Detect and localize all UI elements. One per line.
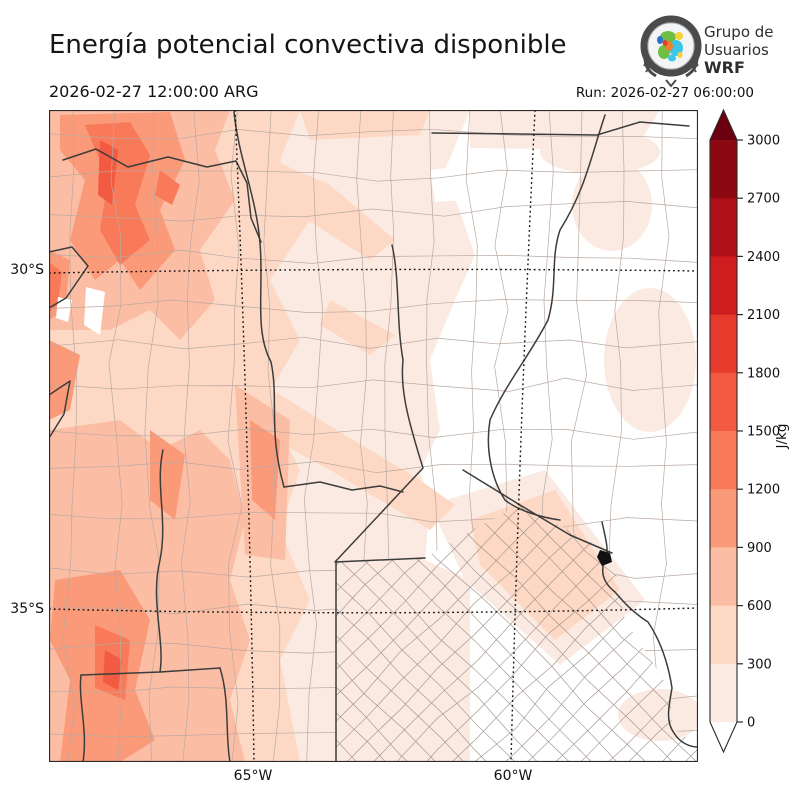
svg-text:0: 0	[747, 716, 755, 731]
svg-text:2100: 2100	[747, 308, 780, 323]
colorbar-segments	[710, 140, 737, 723]
colorbar-unit-label: J/kg	[774, 424, 790, 450]
map-frame	[49, 110, 698, 762]
svg-text:3000: 3000	[747, 134, 780, 149]
gridline-35s	[49, 607, 698, 614]
svg-text:Usuarios: Usuarios	[704, 41, 769, 59]
logo-globe-blobs	[657, 31, 683, 62]
gridline-60w	[510, 110, 536, 762]
valid-time-label: 2026-02-27 12:00:00 ARG	[49, 82, 259, 101]
lon-tick-65w: 65°W	[233, 768, 273, 784]
graticule-lines	[49, 110, 698, 762]
svg-text:1200: 1200	[747, 483, 780, 498]
lat-tick-35s: 35°S	[10, 601, 44, 617]
colorbar: 3000 2700 2400 2100 1800 1500 1200 900 600 300 0 J…	[698, 102, 800, 770]
run-time-label: Run: 2026-02-27 06:00:00	[575, 85, 754, 101]
svg-text:WRF: WRF	[704, 58, 745, 77]
svg-text:1800: 1800	[747, 366, 780, 381]
svg-text:600: 600	[747, 599, 772, 614]
colorbar-under-arrow	[710, 722, 737, 752]
svg-text:2400: 2400	[747, 250, 780, 265]
svg-text:Grupo de: Grupo de	[704, 23, 774, 41]
svg-text:2700: 2700	[747, 192, 780, 207]
department-boundaries-mesh	[49, 110, 698, 762]
cape-map	[49, 110, 698, 762]
gridline-30s	[49, 268, 698, 274]
logo-emblem	[640, 15, 702, 88]
lon-tick-60w: 60°W	[493, 768, 533, 784]
wrf-users-group-logo: Grupo de Usuarios WRF	[636, 10, 800, 88]
figure-title: Energía potencial convectiva disponible	[49, 30, 567, 60]
colorbar-over-arrow	[710, 110, 737, 140]
svg-text:1500: 1500	[747, 425, 780, 440]
buenos-aires-city-marker	[597, 550, 612, 566]
svg-text:900: 900	[747, 541, 772, 556]
logo-text: Grupo de Usuarios WRF	[704, 23, 774, 77]
lat-tick-30s: 30°S	[10, 262, 44, 278]
gridline-65w	[234, 110, 255, 762]
svg-text:300: 300	[747, 657, 772, 672]
province-boundaries	[49, 111, 698, 762]
